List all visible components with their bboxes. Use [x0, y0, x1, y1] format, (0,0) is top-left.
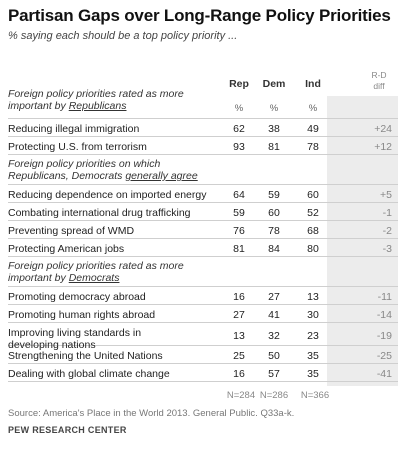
- cell-ind: 30: [307, 309, 319, 321]
- row-label: Reducing dependence on imported energy: [8, 189, 207, 201]
- chart-subtitle: % saying each should be a top policy pri…: [8, 30, 238, 42]
- source-note: Source: America's Place in the World 201…: [8, 408, 295, 419]
- row-divider: [8, 256, 398, 257]
- cell-rep: 64: [233, 189, 245, 201]
- cell-ind: 68: [307, 225, 319, 237]
- cell-ind: 80: [307, 243, 319, 255]
- cell-rep: 25: [233, 350, 245, 362]
- cell-diff: +5: [380, 189, 392, 201]
- section-heading-emphasis: Republicans: [68, 100, 127, 112]
- section-heading: Foreign policy priorities on which Repub…: [8, 158, 218, 182]
- cell-diff: -25: [376, 350, 392, 362]
- row-label: Preventing spread of WMD: [8, 225, 135, 237]
- diff-column-band: [327, 96, 398, 386]
- column-header-rep: Rep: [229, 78, 249, 90]
- cell-ind: 35: [307, 350, 319, 362]
- cell-diff: -14: [376, 309, 392, 321]
- column-header-diff-line: R-D: [371, 70, 387, 80]
- row-label: Combating international drug trafficking: [8, 207, 191, 219]
- sample-size-ind: N=366: [300, 390, 330, 401]
- cell-diff: +12: [374, 141, 392, 153]
- row-divider: [8, 381, 398, 382]
- cell-rep: 81: [233, 243, 245, 255]
- row-divider: [8, 345, 398, 346]
- unit-label: %: [234, 103, 244, 114]
- sample-size-rep: N=284: [226, 390, 256, 401]
- row-divider: [8, 286, 398, 287]
- cell-dem: 60: [268, 207, 280, 219]
- section-heading-text: Foreign policy priorities rated as more …: [8, 260, 184, 284]
- column-header-dem: Dem: [262, 78, 286, 90]
- cell-dem: 27: [268, 291, 280, 303]
- unit-label: %: [269, 103, 279, 114]
- section-heading-text: Foreign policy priorities rated as more …: [8, 88, 184, 112]
- cell-rep: 16: [233, 368, 245, 380]
- section-heading-emphasis: generally agree: [125, 170, 198, 182]
- cell-dem: 38: [268, 123, 280, 135]
- section-heading-emphasis: Democrats: [68, 272, 120, 284]
- cell-diff: -11: [377, 291, 392, 303]
- cell-dem: 50: [268, 350, 280, 362]
- cell-ind: 23: [307, 330, 319, 342]
- row-divider: [8, 118, 398, 119]
- row-label: Promoting human rights abroad: [8, 309, 156, 321]
- cell-rep: 62: [233, 123, 245, 135]
- cell-dem: 84: [268, 243, 280, 255]
- row-divider: [8, 363, 398, 364]
- cell-dem: 57: [268, 368, 280, 380]
- cell-dem: 32: [268, 330, 280, 342]
- cell-ind: 35: [307, 368, 319, 380]
- row-label: Strengthening the United Nations: [8, 350, 163, 362]
- cell-rep: 27: [233, 309, 245, 321]
- cell-ind: 13: [307, 291, 319, 303]
- row-divider: [8, 220, 398, 221]
- cell-rep: 16: [233, 291, 245, 303]
- row-label: Promoting democracy abroad: [8, 291, 146, 303]
- cell-dem: 59: [268, 189, 280, 201]
- cell-ind: 52: [307, 207, 319, 219]
- section-heading-text: Foreign policy priorities on which Repub…: [8, 158, 161, 182]
- cell-ind: 78: [307, 141, 319, 153]
- brand-logo-text: PEW RESEARCH CENTER: [8, 425, 127, 435]
- cell-rep: 13: [233, 330, 245, 342]
- row-label: Improving living standards in developing…: [8, 327, 142, 351]
- cell-diff: -19: [376, 330, 392, 342]
- chart-title: Partisan Gaps over Long-Range Policy Pri…: [8, 6, 391, 25]
- unit-label: %: [308, 103, 318, 114]
- cell-dem: 41: [268, 309, 280, 321]
- row-divider: [8, 304, 398, 305]
- row-label: Dealing with global climate change: [8, 368, 170, 380]
- cell-diff: -3: [382, 243, 392, 255]
- row-divider: [8, 184, 398, 185]
- cell-diff: -2: [382, 225, 392, 237]
- row-label: Reducing illegal immigration: [8, 123, 140, 135]
- row-label: Protecting American jobs: [8, 243, 125, 255]
- cell-dem: 81: [268, 141, 280, 153]
- cell-rep: 93: [233, 141, 245, 153]
- row-label: Protecting U.S. from terrorism: [8, 141, 147, 153]
- section-heading: Foreign policy priorities rated as more …: [8, 88, 218, 112]
- column-header-ind: Ind: [305, 78, 321, 90]
- cell-diff: -41: [376, 368, 392, 380]
- row-divider: [8, 202, 398, 203]
- cell-ind: 49: [307, 123, 319, 135]
- cell-diff: -1: [382, 207, 392, 219]
- sample-size-dem: N=286: [259, 390, 289, 401]
- row-divider: [8, 238, 398, 239]
- cell-rep: 59: [233, 207, 245, 219]
- cell-rep: 76: [233, 225, 245, 237]
- row-divider: [8, 154, 398, 155]
- section-heading: Foreign policy priorities rated as more …: [8, 260, 218, 284]
- column-header-diff-line: diff: [373, 81, 385, 91]
- row-divider: [8, 322, 398, 323]
- cell-ind: 60: [307, 189, 319, 201]
- cell-diff: +24: [374, 123, 392, 135]
- column-header-diff: R-D diff: [364, 70, 394, 92]
- cell-dem: 78: [268, 225, 280, 237]
- row-divider: [8, 136, 398, 137]
